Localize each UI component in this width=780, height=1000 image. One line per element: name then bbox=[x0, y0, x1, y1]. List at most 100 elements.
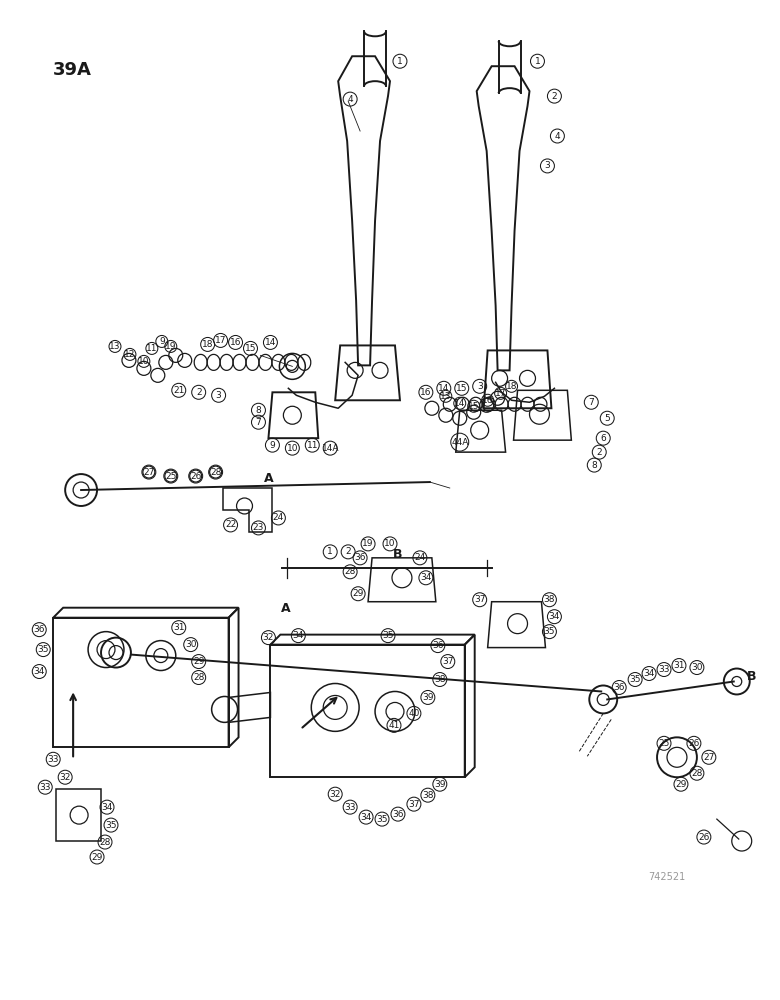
Text: 26: 26 bbox=[190, 472, 201, 481]
Text: 16: 16 bbox=[230, 338, 241, 347]
Text: 35: 35 bbox=[105, 821, 117, 830]
Text: 34: 34 bbox=[548, 612, 560, 621]
Text: 17: 17 bbox=[495, 389, 506, 398]
Text: 14: 14 bbox=[454, 399, 466, 408]
Text: 37: 37 bbox=[474, 595, 485, 604]
Text: 10: 10 bbox=[286, 444, 298, 453]
Text: 37: 37 bbox=[442, 657, 453, 666]
Text: 3: 3 bbox=[216, 391, 222, 400]
Text: 18: 18 bbox=[505, 382, 517, 391]
Text: 35: 35 bbox=[37, 645, 49, 654]
Text: 24: 24 bbox=[414, 553, 426, 562]
Text: 11: 11 bbox=[146, 344, 158, 353]
Text: 18: 18 bbox=[202, 340, 214, 349]
Text: 28: 28 bbox=[691, 769, 703, 778]
Text: 8: 8 bbox=[256, 406, 261, 415]
Text: 34: 34 bbox=[34, 667, 45, 676]
Text: 35: 35 bbox=[376, 815, 388, 824]
Text: 30: 30 bbox=[185, 640, 197, 649]
Text: 38: 38 bbox=[544, 595, 555, 604]
Text: 14: 14 bbox=[264, 338, 276, 347]
Text: 35: 35 bbox=[544, 627, 555, 636]
Text: 4: 4 bbox=[555, 132, 560, 141]
Text: 11: 11 bbox=[307, 441, 318, 450]
Text: 40: 40 bbox=[408, 709, 420, 718]
Text: 36: 36 bbox=[354, 553, 366, 562]
Text: 24: 24 bbox=[273, 513, 284, 522]
Text: 26: 26 bbox=[688, 739, 700, 748]
Text: 33: 33 bbox=[48, 755, 59, 764]
Text: 7: 7 bbox=[588, 398, 594, 407]
Text: 25: 25 bbox=[165, 472, 176, 481]
Text: 38: 38 bbox=[422, 791, 434, 800]
Text: B: B bbox=[746, 670, 757, 682]
Text: 33: 33 bbox=[40, 783, 51, 792]
Text: 5: 5 bbox=[604, 414, 610, 423]
Text: 39: 39 bbox=[422, 693, 434, 702]
Text: 33: 33 bbox=[345, 803, 356, 812]
Text: 29: 29 bbox=[193, 657, 204, 666]
Text: 23: 23 bbox=[253, 523, 264, 532]
Text: 9: 9 bbox=[159, 337, 165, 346]
Text: 22: 22 bbox=[225, 520, 236, 529]
Text: 34: 34 bbox=[420, 573, 431, 582]
Text: 14: 14 bbox=[438, 384, 449, 393]
Text: 41: 41 bbox=[388, 721, 399, 730]
Text: 2: 2 bbox=[551, 92, 557, 101]
Text: 28: 28 bbox=[193, 673, 204, 682]
Text: 2: 2 bbox=[597, 448, 602, 457]
Text: B: B bbox=[393, 548, 402, 561]
Text: 37: 37 bbox=[408, 800, 420, 809]
Text: 14A: 14A bbox=[321, 444, 339, 453]
Text: 31: 31 bbox=[673, 661, 685, 670]
Text: 9: 9 bbox=[270, 441, 275, 450]
Text: 44A: 44A bbox=[451, 438, 469, 447]
Text: 39: 39 bbox=[434, 780, 445, 789]
Text: 28: 28 bbox=[210, 468, 222, 477]
Text: 32: 32 bbox=[263, 633, 274, 642]
Text: 35: 35 bbox=[382, 631, 394, 640]
Text: 29: 29 bbox=[91, 853, 103, 862]
Text: 3: 3 bbox=[544, 161, 551, 170]
Text: 27: 27 bbox=[704, 753, 714, 762]
Text: 31: 31 bbox=[173, 623, 185, 632]
Text: 15: 15 bbox=[456, 384, 467, 393]
Text: 3: 3 bbox=[477, 382, 483, 391]
Text: 34: 34 bbox=[292, 631, 304, 640]
Text: 7: 7 bbox=[256, 418, 261, 427]
Text: 13: 13 bbox=[109, 342, 121, 351]
Text: 742521: 742521 bbox=[648, 872, 686, 882]
Text: 28: 28 bbox=[99, 838, 111, 847]
Text: 26: 26 bbox=[698, 833, 710, 842]
Text: 2: 2 bbox=[346, 547, 351, 556]
Text: 38: 38 bbox=[434, 675, 445, 684]
Text: 15: 15 bbox=[468, 402, 480, 411]
Text: 33: 33 bbox=[658, 665, 670, 674]
Text: 1: 1 bbox=[534, 57, 541, 66]
Text: 30: 30 bbox=[691, 663, 703, 672]
Text: 29: 29 bbox=[675, 780, 686, 789]
Text: 34: 34 bbox=[644, 669, 654, 678]
Text: 16: 16 bbox=[482, 396, 494, 405]
Text: 19: 19 bbox=[363, 539, 374, 548]
Text: 36: 36 bbox=[392, 810, 404, 819]
Text: 10: 10 bbox=[138, 357, 150, 366]
Text: 19: 19 bbox=[165, 342, 176, 351]
Text: 12: 12 bbox=[124, 350, 136, 359]
Text: 28: 28 bbox=[345, 567, 356, 576]
Text: 29: 29 bbox=[353, 589, 363, 598]
Text: 16: 16 bbox=[420, 388, 431, 397]
Text: 39A: 39A bbox=[53, 61, 92, 79]
Text: 34: 34 bbox=[101, 803, 112, 812]
Text: 34: 34 bbox=[360, 813, 372, 822]
Text: 35: 35 bbox=[629, 675, 641, 684]
Text: 4: 4 bbox=[347, 95, 353, 104]
Text: 27: 27 bbox=[144, 468, 154, 477]
Text: 32: 32 bbox=[329, 790, 341, 799]
Text: 21: 21 bbox=[173, 386, 184, 395]
Text: 36: 36 bbox=[613, 683, 625, 692]
Text: A: A bbox=[264, 472, 273, 485]
Text: 25: 25 bbox=[658, 739, 670, 748]
Text: 1: 1 bbox=[328, 547, 333, 556]
Text: 36: 36 bbox=[432, 641, 444, 650]
